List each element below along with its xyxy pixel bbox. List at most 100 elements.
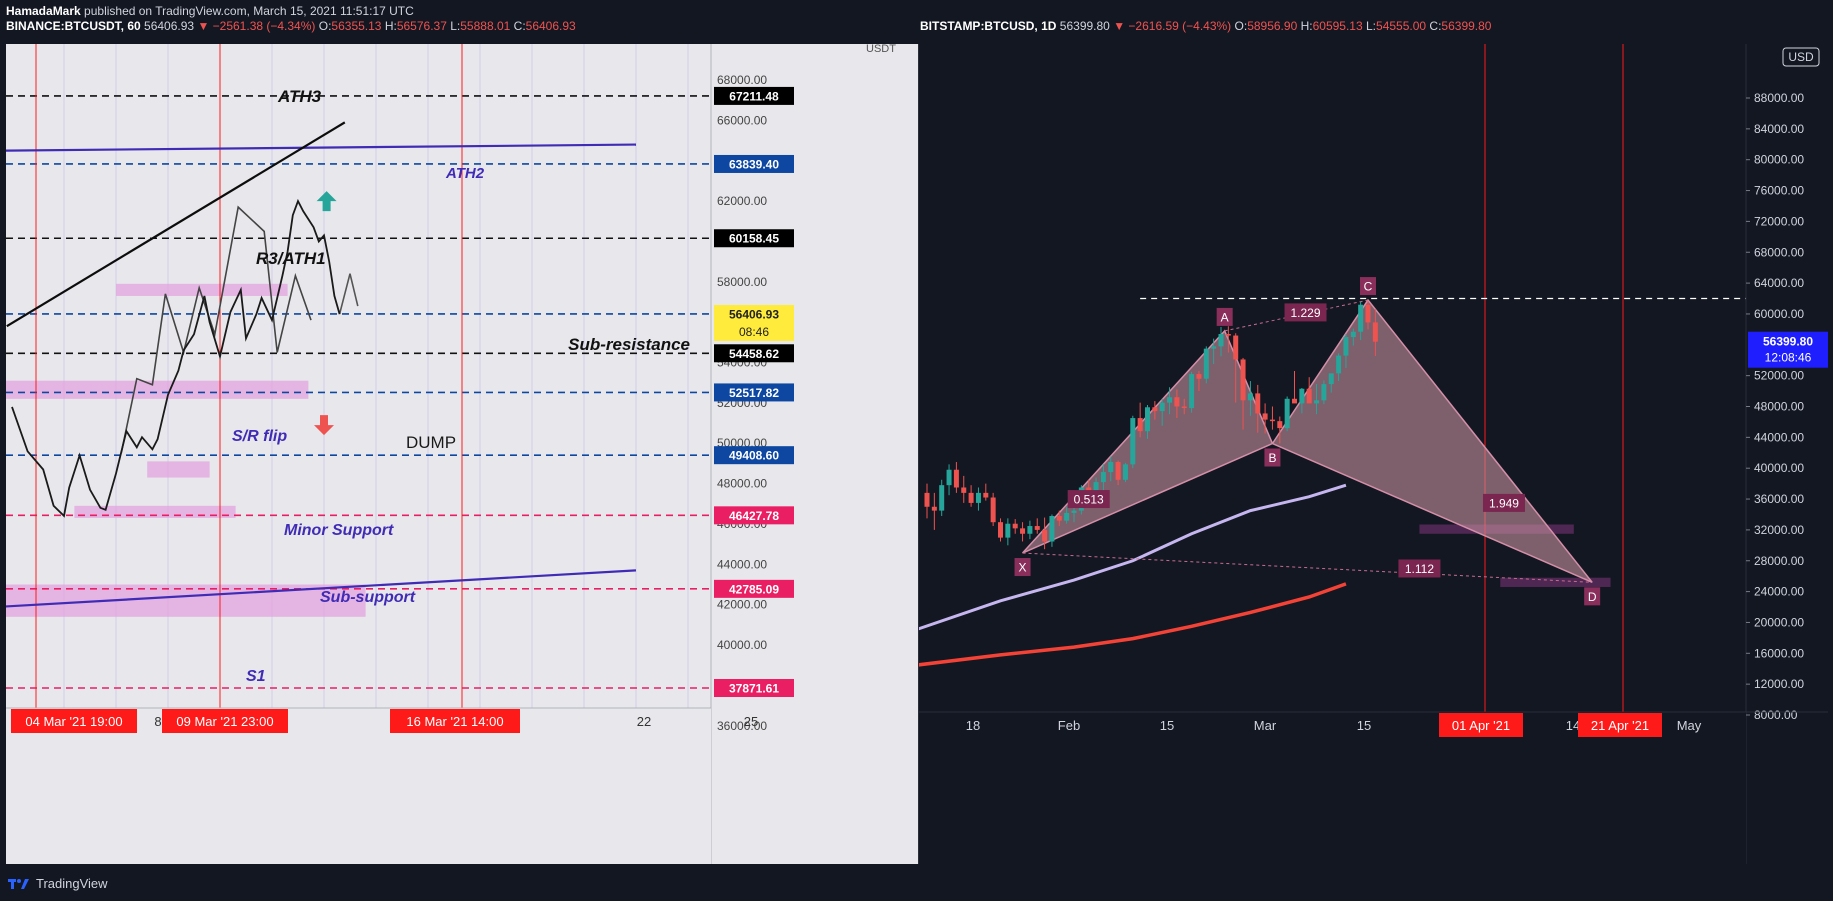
left-arrow-up-icon (316, 191, 337, 212)
right-candle-body-16 (1042, 529, 1048, 542)
left-chart-svg[interactable]: ATH3 ATH2 R3/ATH1 Sub-resistance S/R flip DUM… (6, 44, 945, 864)
right-high: H:60595.13 (1300, 19, 1363, 33)
left-price-tag-5: 52517.82 (714, 383, 794, 402)
right-harmonic-point-A-bg (1216, 307, 1233, 326)
left-price-tag-9: 37871.61 (714, 679, 794, 697)
right-y-tick-2: 16000.00 (1754, 646, 1804, 660)
right-candle-body-53 (1314, 400, 1320, 404)
right-candle-body-7 (975, 492, 981, 503)
right-candle-body-40 (1218, 334, 1224, 347)
left-price-tag-bg-8 (714, 579, 794, 598)
right-ratio-label-1-bg (1284, 303, 1327, 322)
right-candle-body-20 (1071, 510, 1077, 513)
left-open: O:56355.13 (318, 19, 382, 33)
left-annotation-1: ATH2 (445, 165, 485, 182)
right-y-tick-19: 88000.00 (1754, 91, 1804, 105)
left-price-tag-label-6: 49408.60 (729, 449, 779, 463)
right-ratio-label-0-bg (1067, 490, 1110, 509)
right-current-price-bg (1748, 331, 1828, 368)
right-symbol[interactable]: BITSTAMP:BTCUSD, 1D (920, 19, 1057, 33)
right-chart-svg[interactable]: X A B C D 0.513 1.229 1.949 1.112 8000.00 12000.00… (919, 44, 1828, 864)
left-y-tick-5: 48000.00 (717, 477, 767, 491)
right-candle-body-52 (1306, 388, 1312, 404)
left-annotation-6: Minor Support (284, 522, 394, 539)
left-high: H:56576.37 (384, 19, 447, 33)
left-low: L:55888.01 (450, 19, 511, 33)
right-ratio-label-3: 1.112 (1405, 562, 1434, 576)
left-price-tag-label-3: 56406.93 (729, 307, 779, 321)
right-y-tick-10: 48000.00 (1754, 400, 1804, 414)
left-time-axis: 04 Mar '21 19:00 8 09 Mar '21 23:00 16 Mar … (6, 707, 758, 864)
right-ohlc-line: BITSTAMP:BTCUSD, 1D 56399.80 ▼ −2616.59 … (920, 19, 1491, 33)
left-x-label-5: 25 (744, 714, 758, 729)
right-harmonic-point-X-bg (1014, 558, 1031, 577)
right-x-label-1: Feb (1058, 718, 1080, 733)
right-y-tick-17: 80000.00 (1754, 153, 1804, 167)
right-candle-body-42 (1233, 335, 1239, 360)
right-ma-line-1 (919, 582, 1347, 667)
left-ohlc-line: BINANCE:BTCUSDT, 60 56406.93 ▼ −2561.38 … (6, 19, 576, 33)
right-ratio-label-2: 1.949 (1489, 496, 1519, 510)
left-last: 56406.93 (144, 19, 195, 33)
left-price-tag-bg-7 (714, 506, 794, 525)
right-candle-body-31 (1152, 407, 1158, 412)
right-ratio-label-0: 0.513 (1074, 493, 1104, 507)
author-name[interactable]: HamadaMark (6, 4, 81, 18)
right-x-label-0: 18 (966, 718, 980, 733)
left-x-label-bg-3 (390, 709, 520, 733)
right-y-tick-6: 32000.00 (1754, 523, 1804, 537)
publish-info: published on TradingView.com, March 15, … (84, 4, 414, 18)
right-x-label-3: Mar (1254, 718, 1277, 733)
right-candle-body-39 (1211, 346, 1217, 349)
right-harmonic-point-B: B (1268, 451, 1276, 465)
left-close: C:56406.93 (513, 19, 576, 33)
right-candle-body-17 (1049, 516, 1055, 542)
right-candle-body-34 (1174, 397, 1180, 407)
left-x-label-1: 8 (154, 714, 161, 729)
footer-brand[interactable]: TradingView (8, 876, 108, 891)
left-symbol[interactable]: BINANCE:BTCUSDT, 60 (6, 19, 141, 33)
right-harmonic-point-A: A (1221, 310, 1229, 324)
right-candle-body-28 (1130, 418, 1136, 465)
right-y-tick-7: 36000.00 (1754, 492, 1804, 506)
right-candle-body-23 (1093, 482, 1099, 497)
right-candle-body-1 (931, 506, 937, 511)
right-candle-body-18 (1056, 516, 1062, 521)
left-price-tag-bg-4 (714, 344, 794, 363)
left-time-axis-bg (6, 708, 711, 864)
right-candle-body-29 (1137, 418, 1143, 432)
right-harmonic-point-D: D (1588, 590, 1597, 604)
left-price-tag-bg-1 (714, 154, 794, 173)
left-price-tag-label-5: 52517.82 (729, 386, 779, 400)
right-y-tick-9: 44000.00 (1754, 430, 1804, 444)
right-y-tick-3: 20000.00 (1754, 615, 1804, 629)
left-price-tag-6: 49408.60 (714, 446, 794, 465)
right-chart-panel[interactable]: X A B C D 0.513 1.229 1.949 1.112 8000.00 12000.00… (918, 44, 1828, 864)
right-y-tick-0: 8000.00 (1754, 708, 1798, 722)
right-axis-bg (1746, 44, 1828, 864)
right-candle-body-27 (1122, 464, 1128, 480)
right-y-tick-18: 84000.00 (1754, 122, 1804, 136)
left-price-tag-label-2: 60158.45 (729, 232, 779, 246)
right-candle-body-36 (1189, 374, 1195, 409)
right-x-label-bg-5 (1439, 713, 1523, 737)
left-y-tick-1: 40000.00 (717, 638, 767, 652)
left-annotation-2: R3/ATH1 (256, 249, 326, 268)
right-y-tick-4: 24000.00 (1754, 585, 1804, 599)
left-price-tag-label-4: 54458.62 (729, 347, 779, 361)
right-x-label-bg-7 (1578, 713, 1662, 737)
left-currency-label: USDT (866, 44, 896, 55)
left-trendline-0 (6, 143, 637, 152)
right-candle-body-12 (1012, 523, 1018, 529)
left-zone-1 (6, 380, 309, 399)
right-last: 56399.80 (1059, 19, 1110, 33)
left-chart-panel[interactable]: ATH3 ATH2 R3/ATH1 Sub-resistance S/R flip DUM… (6, 44, 945, 864)
right-zone-1 (1500, 577, 1611, 587)
left-x-label-bg-2 (162, 709, 288, 733)
left-y-tick-12: 68000.00 (717, 73, 767, 87)
right-harmonic-point-C-bg (1360, 277, 1376, 296)
left-y-tick-10: 62000.00 (717, 194, 767, 208)
tradingview-logo-icon (8, 878, 29, 889)
right-candle-body-55 (1328, 373, 1334, 385)
left-price-tag-1: 63839.40 (714, 154, 794, 173)
